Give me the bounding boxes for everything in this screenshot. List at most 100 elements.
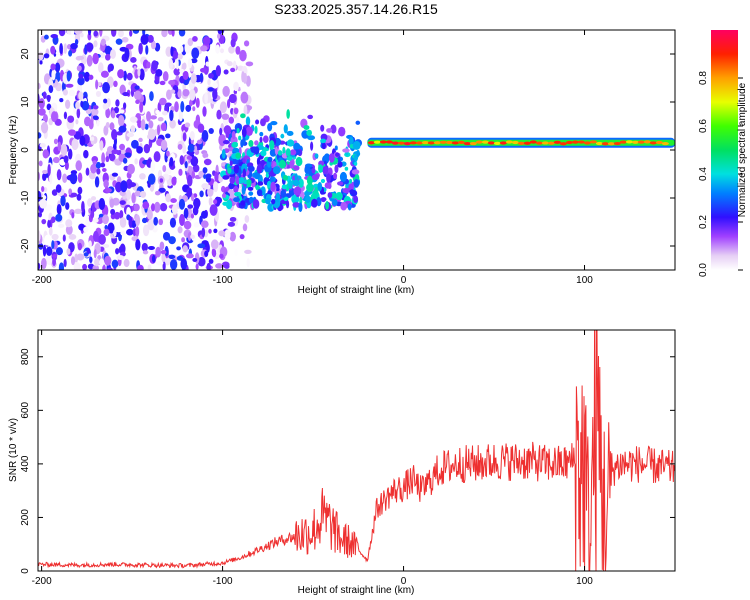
heatmap-cell — [171, 30, 175, 37]
heatmap-cell — [75, 160, 82, 171]
heatmap-cell — [243, 40, 250, 47]
heatmap-cell — [50, 45, 56, 55]
heatmap-cell — [233, 197, 240, 203]
heatmap-cell — [439, 140, 447, 144]
heatmap-cell — [116, 255, 125, 260]
heatmap-cell — [197, 243, 206, 249]
heatmap-cell — [154, 201, 161, 213]
heatmap-cell — [57, 253, 61, 262]
heatmap-cell — [190, 156, 199, 167]
heatmap-cell — [267, 122, 273, 132]
heatmap-cell — [242, 136, 246, 146]
heatmap-cell — [38, 132, 42, 139]
heatmap-cell — [192, 106, 196, 112]
heatmap-cell — [100, 38, 106, 46]
heatmap-cell — [242, 158, 246, 163]
heatmap-cell — [292, 202, 301, 208]
heatmap-cell — [475, 140, 483, 144]
heatmap-cell — [208, 228, 212, 234]
heatmap-cell — [201, 130, 209, 142]
heatmap-cell — [146, 209, 153, 220]
colorbar-label: Normalized spectral amplitude — [737, 82, 748, 217]
heatmap-cell — [66, 248, 71, 255]
heatmap-cell — [248, 191, 254, 196]
heatmap-cell — [57, 141, 62, 152]
heatmap-cell — [196, 139, 203, 145]
heatmap-cell — [95, 90, 102, 98]
heatmap-cell — [165, 133, 171, 139]
heatmap-cell — [128, 215, 133, 228]
heatmap-cell — [50, 63, 56, 71]
heatmap-cell — [231, 141, 239, 146]
heatmap-cell — [306, 129, 313, 136]
heatmap-cell — [47, 94, 51, 103]
heatmap-cell — [214, 196, 221, 207]
heatmap-cell — [661, 142, 669, 146]
heatmap-cell — [320, 124, 325, 132]
heatmap-cell — [200, 45, 208, 52]
heatmap-cell — [219, 48, 225, 54]
heatmap-cell — [517, 141, 525, 146]
heatmap-cell — [352, 140, 361, 150]
heatmap-cell — [235, 46, 241, 55]
heatmap-cell — [577, 140, 585, 144]
heatmap-cell — [186, 187, 193, 198]
heatmap-cell — [104, 45, 112, 56]
heatmap-cell — [101, 167, 107, 173]
heatmap-cell — [44, 234, 51, 246]
heatmap-cell — [111, 149, 120, 155]
heatmap-cell — [51, 111, 58, 122]
heatmap-cell — [216, 109, 222, 120]
heatmap-cell — [177, 53, 183, 60]
heatmap-cell — [246, 258, 250, 268]
heatmap-cell — [51, 189, 58, 196]
heatmap-cell — [278, 159, 287, 169]
heatmap-cell — [144, 123, 149, 130]
heatmap-cell — [117, 30, 124, 38]
heatmap-cell — [93, 40, 98, 48]
heatmap-cell — [160, 139, 168, 151]
heatmap-cell — [103, 179, 109, 188]
heatmap-cell — [157, 124, 161, 136]
heatmap-cell — [95, 79, 99, 90]
heatmap-cell — [234, 191, 242, 197]
heatmap-cell — [171, 176, 177, 186]
heatmap-cell — [59, 42, 63, 55]
heatmap-cell — [142, 201, 150, 210]
heatmap-cell — [173, 67, 181, 76]
heatmap-cell — [285, 148, 291, 157]
heatmap-cell — [307, 135, 316, 141]
y-tick-label: -10 — [20, 190, 31, 205]
colorbar-tick-label: 0.0 — [698, 263, 709, 277]
heatmap-cell — [93, 230, 99, 243]
heatmap-cell — [523, 141, 531, 145]
heatmap-cell — [229, 160, 233, 167]
heatmap-cell — [269, 140, 275, 150]
heatmap-cell — [168, 58, 174, 70]
heatmap-cell — [52, 254, 59, 259]
heatmap-cell — [94, 257, 100, 267]
heatmap-cell — [280, 189, 287, 198]
heatmap-cell — [379, 140, 387, 144]
heatmap-cell — [74, 30, 83, 35]
heatmap-cell — [77, 186, 83, 195]
heatmap-cell — [107, 64, 112, 73]
heatmap-cell — [104, 225, 108, 230]
heatmap-cell — [147, 173, 156, 185]
heatmap-cell — [286, 109, 290, 119]
heatmap-cell — [228, 45, 235, 54]
heatmap-cell — [92, 160, 97, 165]
heatmap-cell — [208, 127, 214, 134]
heatmap-cell — [344, 166, 349, 171]
heatmap-cell — [38, 171, 41, 181]
heatmap-cell — [104, 255, 112, 266]
heatmap-cell — [92, 52, 99, 65]
heatmap-cell — [259, 136, 263, 143]
heatmap-cell — [160, 122, 167, 132]
heatmap-cell — [332, 199, 338, 206]
heatmap-cell — [643, 140, 651, 144]
heatmap-cell — [113, 106, 120, 114]
heatmap-cell — [282, 146, 286, 155]
heatmap-cell — [241, 185, 246, 195]
heatmap-cell — [65, 99, 71, 110]
